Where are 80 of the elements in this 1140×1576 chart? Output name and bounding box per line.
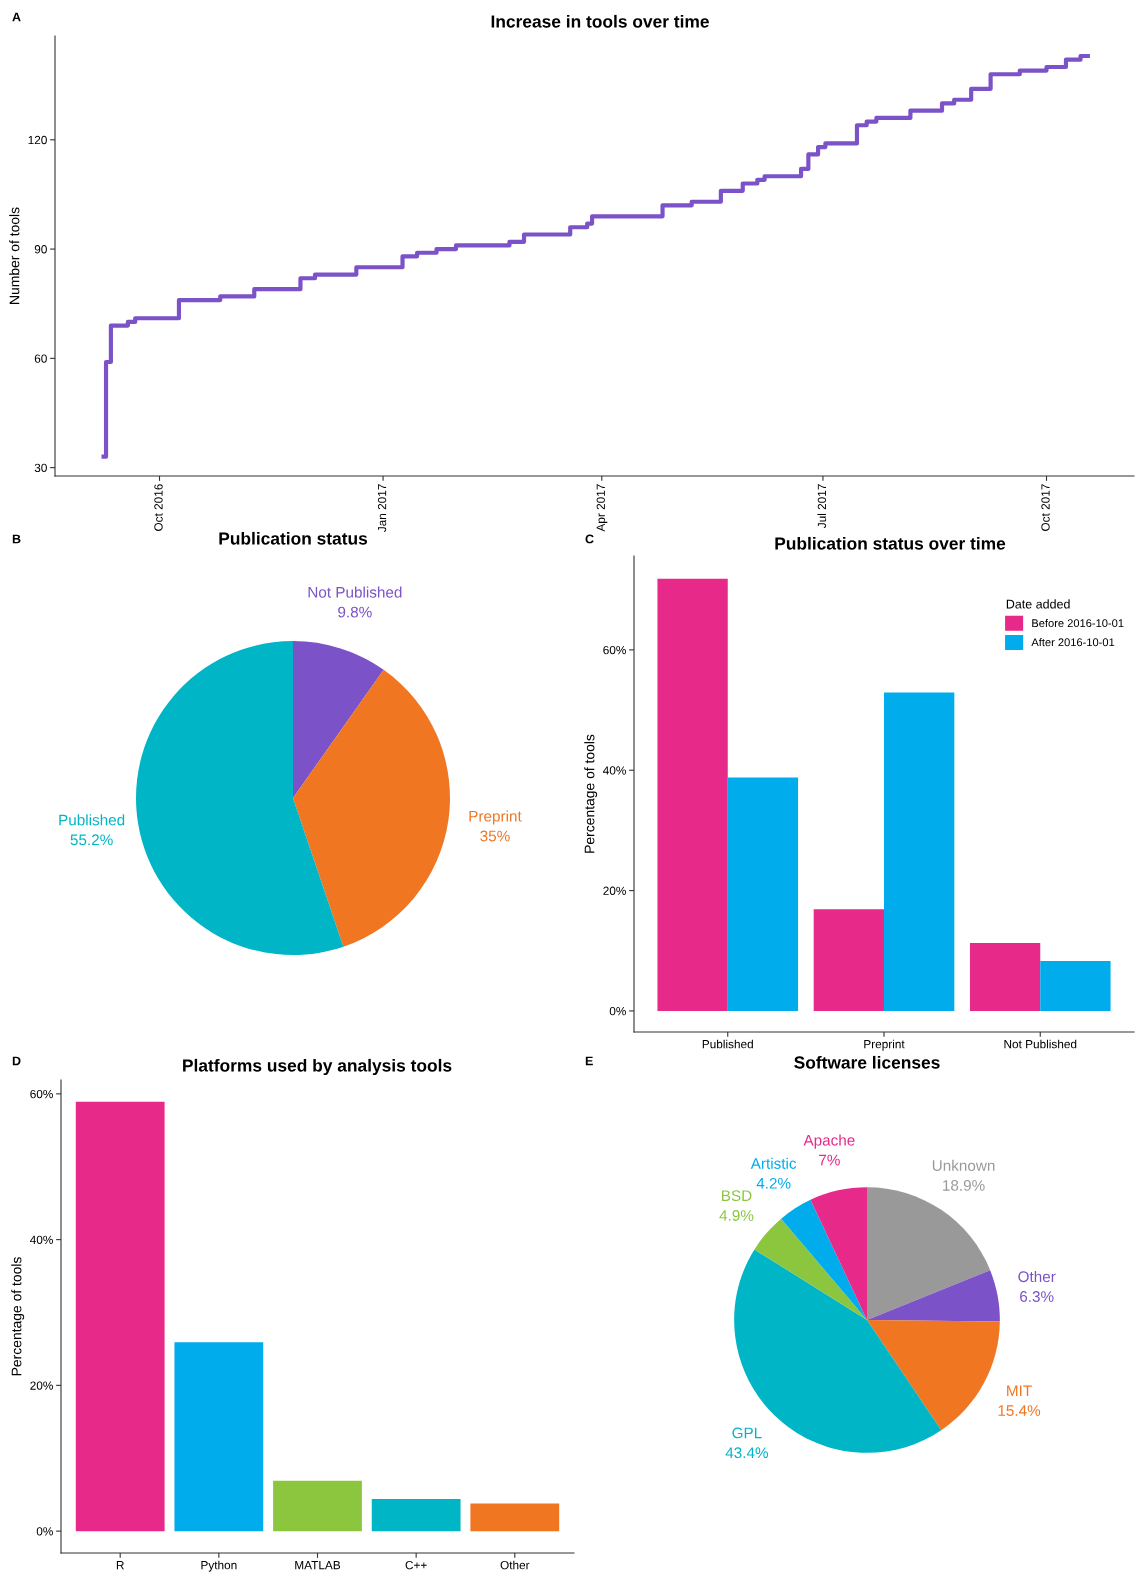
pie-slice (867, 1320, 1000, 1431)
pie-slice (136, 641, 344, 955)
y-tick-label: 60 (34, 354, 47, 363)
x-tick-label: MATLAB (295, 1561, 341, 1570)
data-label: 4.2% (756, 1177, 791, 1189)
chart-title: Increase in tools over time (491, 14, 709, 28)
y-tick-label: 40% (30, 1235, 53, 1244)
slice-label: Published (59, 814, 125, 826)
data-label: 43.4% (725, 1447, 769, 1459)
y-tick-label: 120 (28, 135, 47, 145)
slice-label: Apache (803, 1134, 855, 1149)
y-axis-title: Percentage of tools (11, 1257, 25, 1376)
data-label: 15.4% (998, 1405, 1041, 1416)
slice-label: BSD (722, 1190, 752, 1202)
y-tick-label: 60% (603, 645, 626, 655)
bar (813, 909, 884, 1011)
bar (174, 1342, 264, 1532)
x-tick-label: Not Published (1004, 1039, 1077, 1049)
bar (657, 578, 728, 1011)
chart-title: Publication status over time (775, 536, 1006, 550)
pie-slice (754, 1218, 867, 1320)
data-label: 18.9% (943, 1179, 985, 1191)
legend-label: After 2016-10-01 (1031, 638, 1115, 647)
text: E (585, 1056, 593, 1066)
slice-label: GPL (732, 1427, 762, 1439)
text: D (12, 1056, 21, 1066)
legend-title: Date added (1006, 599, 1070, 609)
y-tick-label: 90 (34, 245, 47, 254)
y-tick-label: 0% (36, 1527, 53, 1536)
slice-label: Not Published (308, 586, 402, 598)
text: C (585, 534, 594, 544)
y-axis-title: Number of tools (9, 207, 20, 304)
pie-slice (293, 669, 450, 947)
data-label: 35% (480, 830, 510, 842)
slice-label: MIT (1007, 1385, 1032, 1396)
bar (1040, 960, 1111, 1011)
x-tick-label: Python (201, 1560, 237, 1572)
slice-label: Artistic (750, 1157, 797, 1169)
y-tick-label: 40% (603, 766, 626, 775)
y-tick-label: 60% (30, 1089, 53, 1099)
bar (727, 777, 799, 1011)
x-tick-label: R (116, 1561, 124, 1570)
data-label: 6.3% (1020, 1291, 1054, 1302)
x-tick-label: Jan 2017 (377, 484, 387, 533)
bar (470, 1503, 560, 1532)
x-tick-label: C++ (405, 1560, 427, 1570)
y-tick-label: 20% (603, 886, 626, 895)
chart-title: Software licenses (794, 1055, 940, 1069)
pie-slice (810, 1187, 867, 1320)
slice-label: Other (1018, 1270, 1056, 1283)
chart-title: Platforms used by analysis tools (183, 1058, 452, 1076)
x-tick-label: Published (702, 1039, 753, 1049)
slice-label: Preprint (469, 810, 522, 825)
bar (371, 1499, 461, 1532)
data-label: 9.8% (338, 606, 372, 618)
data-label: 4.9% (719, 1210, 754, 1221)
x-tick-label: Oct 2016 (154, 484, 163, 531)
x-tick-label: Apr 2017 (596, 484, 608, 532)
data-label: 55.2% (70, 834, 113, 846)
legend-label: Before 2016-10-01 (1032, 618, 1124, 628)
x-tick-label: Other (500, 1560, 530, 1570)
bar (75, 1101, 165, 1532)
chart-title: Publication status (219, 531, 368, 545)
slice-label: Unknown (932, 1159, 995, 1172)
pie-slice (867, 1270, 1000, 1322)
bar (969, 942, 1041, 1011)
bar (884, 692, 955, 1011)
text: A (12, 12, 21, 22)
pie-slice (781, 1199, 867, 1320)
x-tick-label: Preprint (864, 1039, 905, 1051)
bar (273, 1480, 362, 1532)
y-tick-label: 0% (609, 1006, 626, 1016)
y-tick-label: 30 (34, 463, 47, 473)
data-label: 7% (819, 1154, 840, 1166)
text: B (12, 534, 21, 544)
y-tick-label: 20% (30, 1381, 53, 1390)
x-tick-label: Oct 2017 (1041, 484, 1050, 531)
pie-slice (293, 641, 384, 798)
y-axis-title: Percentage of tools (584, 734, 598, 853)
x-tick-label: Jul 2017 (817, 484, 827, 529)
